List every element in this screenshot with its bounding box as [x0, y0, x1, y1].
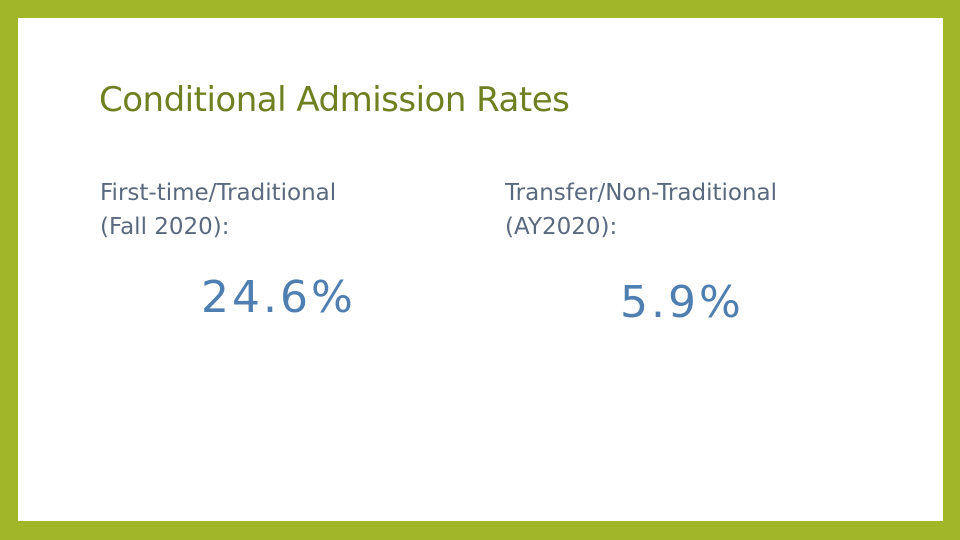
- first-time-traditional-label: First-time/Traditional (Fall 2020):: [100, 176, 336, 244]
- transfer-non-traditional-label-line2: (AY2020):: [505, 214, 618, 240]
- first-time-traditional-rate: 24.6%: [201, 272, 356, 323]
- first-time-traditional-label-line2: (Fall 2020):: [100, 214, 230, 240]
- transfer-non-traditional-label-line1: Transfer/Non-Traditional: [505, 180, 778, 206]
- slide-title: Conditional Admission Rates: [99, 80, 570, 120]
- transfer-non-traditional-rate: 5.9%: [620, 277, 744, 328]
- content-panel: Conditional Admission Rates First-time/T…: [18, 18, 943, 521]
- first-time-traditional-label-line1: First-time/Traditional: [100, 180, 337, 206]
- transfer-non-traditional-label: Transfer/Non-Traditional (AY2020):: [505, 176, 777, 244]
